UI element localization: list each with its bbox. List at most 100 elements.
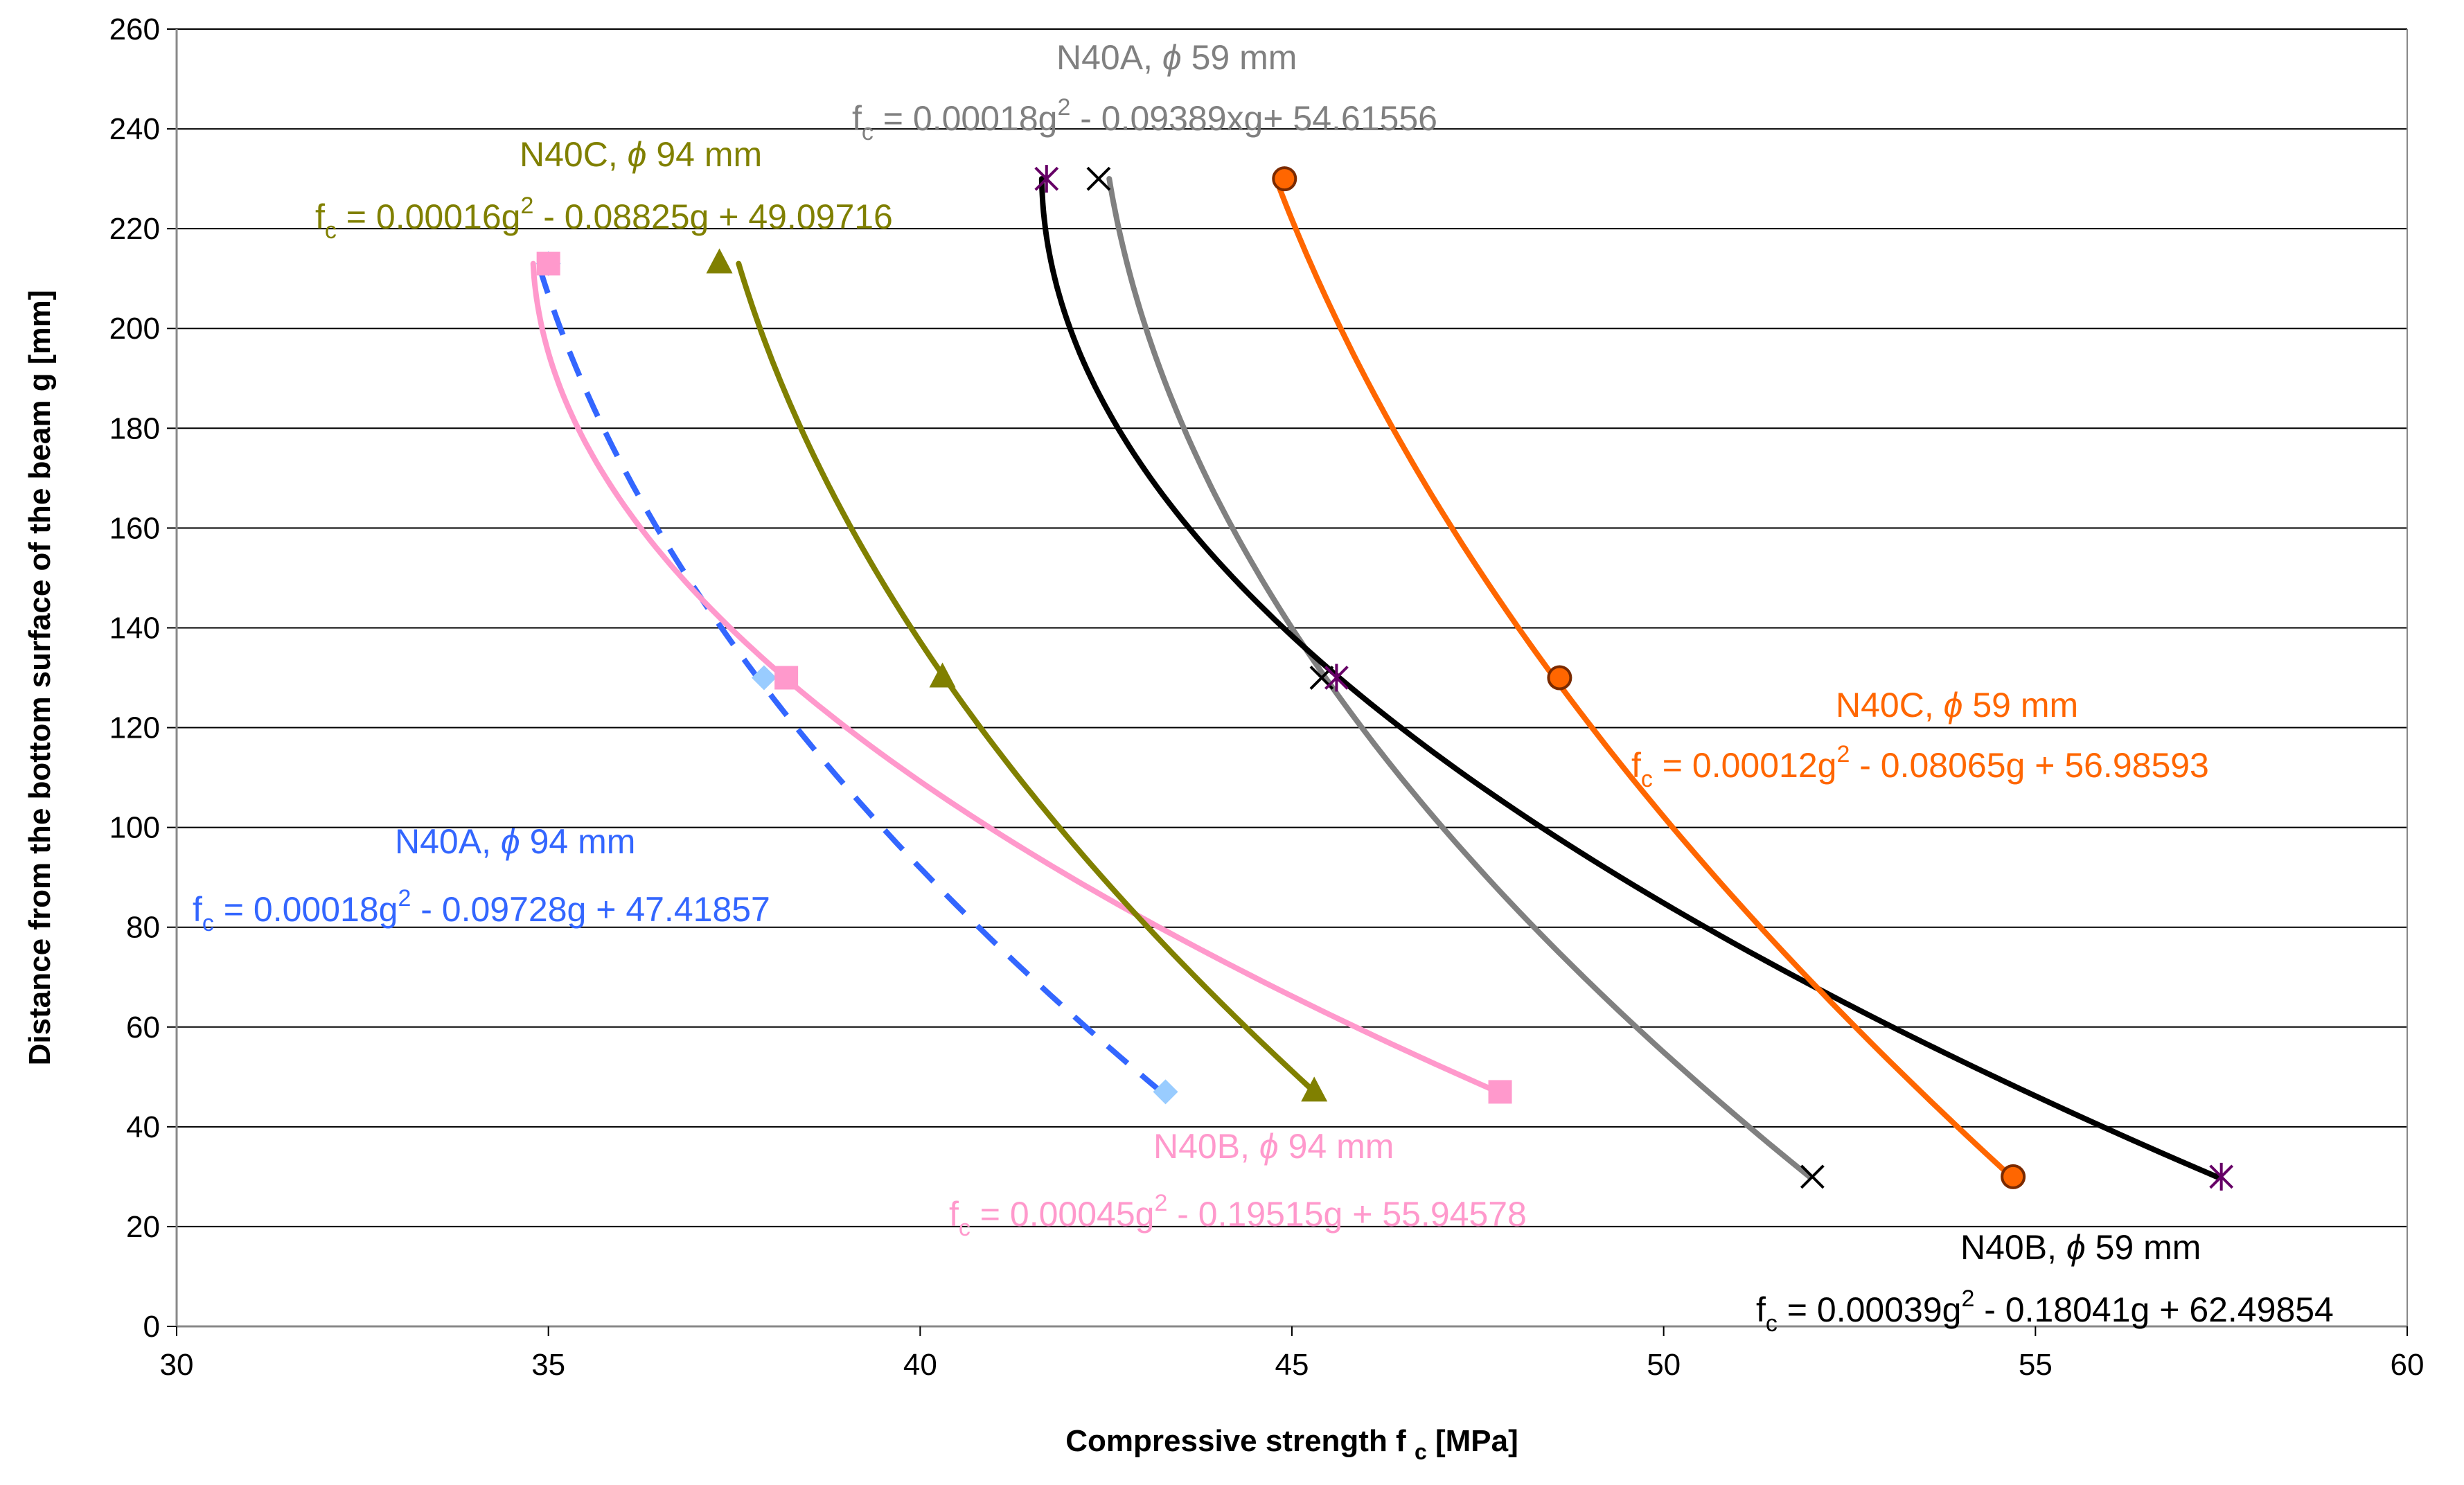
series-1-point [1153,1079,1178,1105]
y-tick-label: 60 [126,1011,160,1044]
series-6-point [1272,166,1297,192]
y-tick-label: 260 [109,12,160,46]
y-tick-label: 240 [109,112,160,146]
equation-part: - 0.18041g + 62.49854 [1974,1290,2334,1329]
x-tick-label: 60 [2391,1348,2425,1382]
series-5-fit-line [1038,176,2219,1180]
label-diameter: 59 mm [2086,1228,2201,1267]
label-text: N40B, [1960,1228,2066,1267]
y-tick-label: 100 [109,811,160,845]
equation-part: = 0.00016g [337,197,521,236]
series-3-point [929,662,956,688]
y-tick-label: 180 [109,411,160,445]
y-tick-label: 160 [109,511,160,545]
series-2-equation: fc = 0.00045g2 - 0.19515g + 55.94578 [949,1190,1527,1241]
series-3-fit-line [736,260,1318,1095]
equation-part: - 0.08065g + 56.98593 [1850,746,2209,785]
label-diameter: 59 mm [1962,686,2078,724]
phi-symbol: ϕ [2066,1228,2086,1267]
series-2-point [536,251,560,276]
equation-part: f [1756,1290,1766,1329]
equation-part: 2 [1154,1190,1167,1216]
series-5-point [1324,664,1349,692]
series-4-equation: fc = 0.00018g2 - 0.09389xg+ 54.61556 [852,94,1437,145]
y-tick-label: 120 [109,711,160,745]
equation-part: f [1631,746,1641,785]
x-tick-label: 55 [2019,1348,2053,1382]
equation-part: f [193,890,202,929]
label-text: N40A, [395,822,501,861]
label-diameter: 94 mm [646,135,762,174]
equation-part: c [325,217,337,244]
x-tick-label: 35 [531,1348,565,1382]
series-5-point [1034,165,1059,193]
equation-part: 2 [1057,94,1070,121]
x-tick-label: 50 [1647,1348,1681,1382]
series-1-equation: fc = 0.00018g2 - 0.09728g + 47.41857 [193,885,770,936]
series-6-point [2001,1164,2026,1189]
series-1-label: N40A, ϕ 94 mm [395,822,635,861]
equation-part: - 0.08825g + 49.09716 [533,197,893,236]
equation-part: = 0.00012g [1653,746,1837,785]
x-axis-title-subscript: c [1415,1439,1427,1464]
series-6-label: N40C, ϕ 59 mm [1836,686,2078,724]
phi-symbol: ϕ [1162,38,1182,77]
equation-part: f [852,99,862,138]
equation-part: = 0.00045g [970,1195,1155,1234]
y-tick-label: 0 [143,1310,160,1344]
series-4-point [1086,166,1111,191]
x-axis-title-unit: [MPa] [1427,1424,1518,1458]
series-1-point [751,665,777,691]
label-diameter: 94 mm [1279,1127,1394,1166]
series-4-label: N40A, ϕ 59 mm [1056,38,1297,77]
label-text: N40C, [520,135,628,174]
series-2-fit-line [530,260,1501,1095]
y-tick-label: 140 [109,611,160,645]
label-text: N40A, [1056,38,1162,77]
series-5-label: N40B, ϕ 59 mm [1960,1228,2201,1267]
x-tick-label: 30 [160,1348,194,1382]
y-tick-label: 80 [126,911,160,945]
series-3-equation: fc = 0.00016g2 - 0.08825g + 49.09716 [315,193,893,244]
equation-part: = 0.00018g [214,890,398,929]
phi-symbol: ϕ [501,822,520,861]
series-2-point [1488,1080,1512,1104]
x-tick-label: 40 [903,1348,937,1382]
series-5-point [2209,1162,2234,1191]
series-4-point [1800,1164,1825,1189]
equation-part: 2 [1836,741,1850,767]
phi-symbol: ϕ [1944,686,1963,724]
equation-part: f [315,197,325,236]
equation-part: c [1766,1310,1778,1337]
series-6-equation: fc = 0.00012g2 - 0.08065g + 56.98593 [1631,741,2209,792]
label-diameter: 59 mm [1182,38,1297,77]
label-diameter: 94 mm [520,822,636,861]
equation-part: c [862,119,874,145]
equation-part: f [949,1195,959,1234]
series-5-equation: fc = 0.00039g2 - 0.18041g + 62.49854 [1756,1286,2334,1337]
equation-part: - 0.09728g + 47.41857 [411,890,770,929]
x-axis-title: Compressive strength f c [MPa] [1065,1424,1518,1464]
y-tick-label: 40 [126,1110,160,1144]
y-axis-title: Distance from the bottom surface of the … [23,290,57,1066]
y-tick-label: 200 [109,312,160,346]
equation-part: c [959,1215,970,1241]
y-tick-label: 20 [126,1210,160,1244]
equation-part: c [202,910,214,936]
series-3-point [706,248,733,274]
series-2-label: N40B, ϕ 94 mm [1153,1127,1394,1166]
phi-symbol: ϕ [628,135,647,174]
series-3-point [1301,1076,1328,1102]
equation-part: 2 [398,885,411,912]
series-4-fit-line [1106,176,1813,1180]
equation-part: = 0.00039g [1778,1290,1962,1329]
equation-part: = 0.00018g [874,99,1058,138]
y-tick-label: 220 [109,212,160,246]
series-3-label: N40C, ϕ 94 mm [520,135,762,174]
equation-part: - 0.19515g + 55.94578 [1167,1195,1527,1234]
x-tick-label: 45 [1275,1348,1309,1382]
phi-symbol: ϕ [1259,1127,1279,1166]
equation-part: 2 [520,193,533,219]
